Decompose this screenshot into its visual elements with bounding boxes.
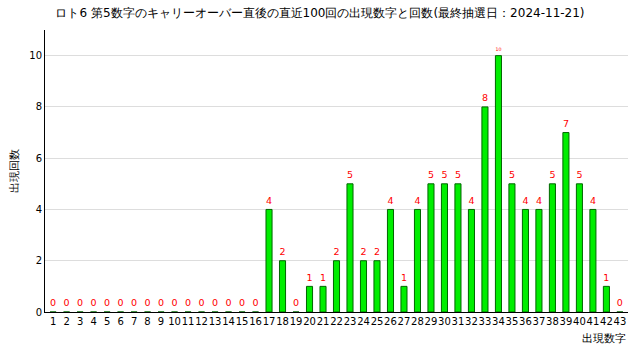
svg-text:7: 7 — [131, 316, 137, 327]
svg-text:23: 23 — [344, 316, 357, 327]
svg-text:27: 27 — [398, 316, 411, 327]
svg-text:2: 2 — [374, 246, 380, 257]
svg-text:5: 5 — [455, 169, 461, 180]
svg-text:16: 16 — [249, 316, 262, 327]
svg-text:4: 4 — [468, 195, 474, 206]
svg-text:10: 10 — [168, 316, 181, 327]
svg-text:0: 0 — [91, 297, 97, 308]
svg-text:4: 4 — [266, 195, 272, 206]
svg-text:1: 1 — [320, 272, 326, 283]
svg-text:5: 5 — [576, 169, 582, 180]
svg-text:6: 6 — [117, 316, 123, 327]
svg-text:0: 0 — [252, 297, 258, 308]
svg-text:0: 0 — [617, 297, 623, 308]
svg-text:37: 37 — [533, 316, 546, 327]
svg-text:8: 8 — [482, 92, 488, 103]
svg-text:10: 10 — [29, 50, 42, 61]
svg-text:0: 0 — [104, 297, 110, 308]
svg-text:2: 2 — [63, 316, 69, 327]
svg-text:5: 5 — [509, 169, 515, 180]
svg-text:4: 4 — [536, 195, 542, 206]
svg-text:33: 33 — [479, 316, 492, 327]
svg-text:39: 39 — [560, 316, 573, 327]
svg-text:38: 38 — [546, 316, 559, 327]
svg-text:0: 0 — [199, 297, 205, 308]
svg-text:29: 29 — [425, 316, 438, 327]
svg-text:22: 22 — [330, 316, 343, 327]
svg-text:8: 8 — [36, 101, 42, 112]
svg-text:32: 32 — [465, 316, 478, 327]
svg-text:5: 5 — [428, 169, 434, 180]
svg-text:34: 34 — [492, 316, 505, 327]
svg-text:1: 1 — [401, 272, 407, 283]
svg-text:42: 42 — [600, 316, 613, 327]
svg-text:出現回数: 出現回数 — [8, 149, 21, 193]
svg-text:1: 1 — [603, 272, 609, 283]
svg-text:4: 4 — [590, 195, 596, 206]
svg-text:13: 13 — [209, 316, 222, 327]
svg-text:28: 28 — [411, 316, 424, 327]
svg-text:2: 2 — [279, 246, 285, 257]
svg-text:9: 9 — [158, 316, 164, 327]
svg-text:0: 0 — [118, 297, 124, 308]
svg-text:14: 14 — [222, 316, 235, 327]
svg-text:21: 21 — [317, 316, 330, 327]
svg-text:4: 4 — [414, 195, 420, 206]
svg-text:5: 5 — [104, 316, 110, 327]
svg-text:25: 25 — [371, 316, 384, 327]
svg-text:0: 0 — [185, 297, 191, 308]
svg-text:35: 35 — [506, 316, 519, 327]
svg-text:26: 26 — [384, 316, 397, 327]
svg-text:出現数字: 出現数字 — [582, 332, 626, 345]
svg-text:12: 12 — [195, 316, 208, 327]
svg-text:43: 43 — [614, 316, 627, 327]
svg-text:19: 19 — [290, 316, 303, 327]
svg-text:8: 8 — [144, 316, 150, 327]
svg-text:2: 2 — [360, 246, 366, 257]
svg-text:0: 0 — [239, 297, 245, 308]
svg-text:10: 10 — [495, 47, 501, 52]
svg-text:24: 24 — [357, 316, 370, 327]
svg-text:0: 0 — [145, 297, 151, 308]
svg-text:11: 11 — [182, 316, 195, 327]
svg-text:20: 20 — [303, 316, 316, 327]
svg-text:0: 0 — [64, 297, 70, 308]
svg-text:5: 5 — [347, 169, 353, 180]
svg-text:41: 41 — [587, 316, 600, 327]
svg-text:40: 40 — [573, 316, 586, 327]
svg-text:17: 17 — [263, 316, 276, 327]
svg-text:15: 15 — [236, 316, 249, 327]
svg-text:31: 31 — [452, 316, 465, 327]
svg-text:1: 1 — [306, 272, 312, 283]
svg-text:3: 3 — [77, 316, 83, 327]
svg-text:0: 0 — [293, 297, 299, 308]
svg-text:2: 2 — [333, 246, 339, 257]
svg-text:18: 18 — [276, 316, 289, 327]
svg-text:30: 30 — [438, 316, 451, 327]
svg-text:0: 0 — [212, 297, 218, 308]
svg-text:4: 4 — [522, 195, 528, 206]
svg-text:5: 5 — [549, 169, 555, 180]
svg-text:0: 0 — [131, 297, 137, 308]
svg-text:2: 2 — [36, 255, 42, 266]
svg-text:0: 0 — [226, 297, 232, 308]
svg-text:0: 0 — [50, 297, 56, 308]
svg-text:0: 0 — [36, 307, 42, 318]
svg-text:4: 4 — [387, 195, 393, 206]
svg-text:1: 1 — [50, 316, 56, 327]
svg-text:0: 0 — [77, 297, 83, 308]
svg-text:0: 0 — [172, 297, 178, 308]
svg-text:36: 36 — [519, 316, 532, 327]
svg-text:7: 7 — [563, 118, 569, 129]
svg-text:0: 0 — [158, 297, 164, 308]
svg-text:6: 6 — [36, 153, 42, 164]
svg-text:ロト6 第5数字のキャリーオーバー直後の直近100回の出現数: ロト6 第5数字のキャリーオーバー直後の直近100回の出現数字と回数(最終抽選日… — [55, 6, 584, 20]
svg-text:4: 4 — [36, 204, 42, 215]
svg-text:5: 5 — [441, 169, 447, 180]
svg-text:4: 4 — [90, 316, 96, 327]
